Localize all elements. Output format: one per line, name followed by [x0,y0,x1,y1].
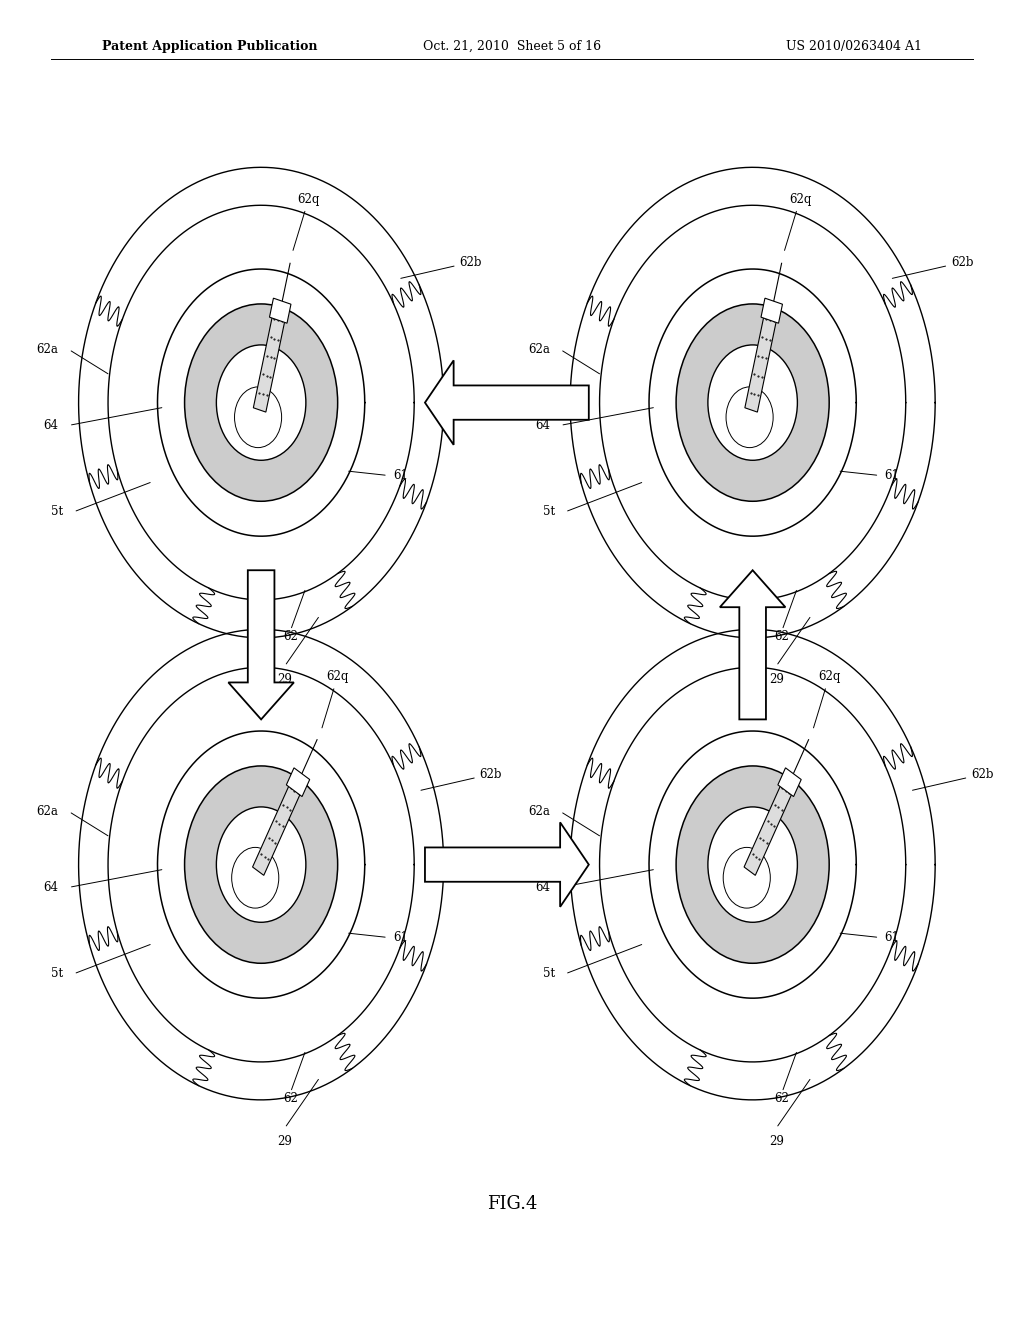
Text: Patent Application Publication: Patent Application Publication [102,40,317,53]
Text: 64: 64 [44,880,58,894]
Circle shape [234,387,282,447]
Circle shape [216,807,306,923]
Polygon shape [744,302,779,412]
Polygon shape [253,302,288,412]
Polygon shape [744,772,798,875]
Circle shape [676,766,829,964]
Text: 62b: 62b [892,256,974,279]
Text: 29: 29 [278,673,292,686]
Polygon shape [425,822,589,907]
Polygon shape [720,570,785,719]
Text: FIG.4: FIG.4 [486,1195,538,1213]
Text: 61: 61 [885,931,899,944]
Text: 62a: 62a [37,343,58,356]
Polygon shape [761,298,782,323]
Text: 62: 62 [283,1093,298,1105]
Text: 5t: 5t [543,968,555,981]
Text: 62a: 62a [528,805,550,818]
Text: 62a: 62a [528,343,550,356]
Circle shape [708,807,798,923]
Text: 29: 29 [769,673,783,686]
Circle shape [726,387,773,447]
Text: 64: 64 [536,418,550,432]
Polygon shape [269,298,291,323]
Polygon shape [778,768,801,796]
Circle shape [184,766,338,964]
Text: 62a: 62a [37,805,58,818]
Text: 62: 62 [774,631,790,643]
Circle shape [216,345,306,461]
Text: Oct. 21, 2010  Sheet 5 of 16: Oct. 21, 2010 Sheet 5 of 16 [423,40,601,53]
Text: 61: 61 [393,931,408,944]
Text: 5t: 5t [51,968,63,981]
Text: 62q: 62q [322,671,349,727]
Circle shape [231,847,279,908]
Text: 61: 61 [885,469,899,482]
Circle shape [723,847,770,908]
Polygon shape [425,360,589,445]
Text: 62q: 62q [784,193,811,251]
Polygon shape [287,768,309,796]
Text: 62q: 62q [293,193,319,251]
Text: 62q: 62q [813,671,841,727]
Text: 5t: 5t [51,506,63,519]
Text: 62b: 62b [400,256,482,279]
Polygon shape [253,772,306,875]
Text: 64: 64 [44,418,58,432]
Text: US 2010/0263404 A1: US 2010/0263404 A1 [785,40,922,53]
Text: 5t: 5t [543,506,555,519]
Text: 62: 62 [774,1093,790,1105]
Circle shape [708,345,798,461]
Text: 62: 62 [283,631,298,643]
Text: 62b: 62b [912,768,993,791]
Polygon shape [228,570,294,719]
Text: 61: 61 [393,469,408,482]
Text: 29: 29 [278,1135,292,1148]
Text: 29: 29 [769,1135,783,1148]
Circle shape [676,304,829,502]
Text: 64: 64 [536,880,550,894]
Text: 62b: 62b [421,768,502,791]
Circle shape [184,304,338,502]
